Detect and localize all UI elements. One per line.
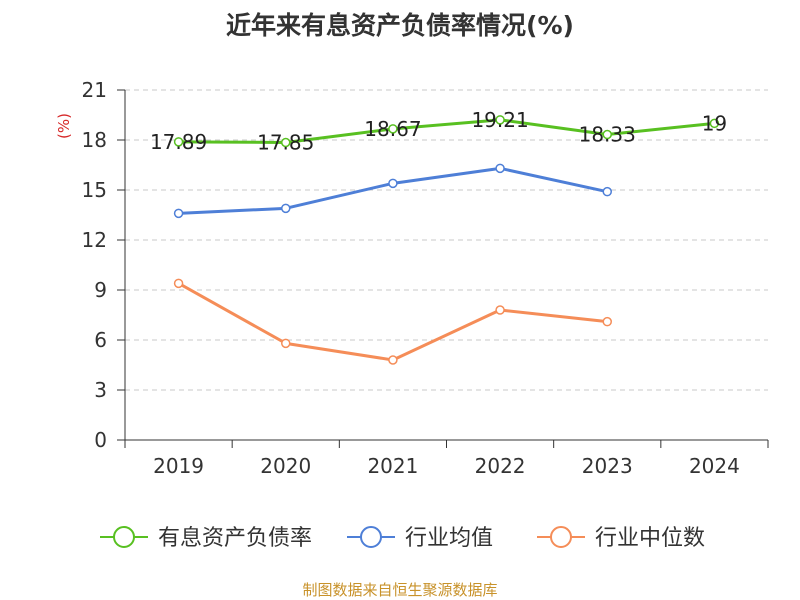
y-tick-label: 6 <box>94 328 107 352</box>
data-point <box>602 186 612 197</box>
data-label: 19.21 <box>471 108 528 132</box>
x-tick-label: 2021 <box>367 454 418 478</box>
data-source-note: 制图数据来自恒生聚源数据库 <box>302 581 498 599</box>
data-point <box>281 203 291 214</box>
data-label: 17.85 <box>257 131 314 155</box>
data-point <box>173 278 184 289</box>
x-tick-label: 2020 <box>260 454 311 478</box>
data-point <box>709 118 720 129</box>
legend-label: 行业均值 <box>405 526 493 551</box>
x-tick-label: 2019 <box>153 454 204 478</box>
x-tick-label: 2022 <box>475 454 526 478</box>
data-point <box>173 208 184 219</box>
series-line <box>177 282 608 362</box>
y-tick-label: 15 <box>82 178 107 202</box>
data-point <box>602 129 612 140</box>
y-axis-label: (%) <box>55 113 73 139</box>
legend-label: 有息资产负债率 <box>158 526 312 551</box>
y-tick-label: 21 <box>82 78 107 102</box>
line-chart: 0 3 6 9 12 15 18 21 2019 2020 2021 2022 2023 2024 (%) 1… <box>55 78 769 551</box>
legend-marker <box>360 526 382 548</box>
data-point <box>173 137 184 147</box>
legend-label: 行业中位数 <box>595 526 705 551</box>
data-label: 19 <box>702 111 727 135</box>
data-point <box>388 355 398 365</box>
y-tick-label: 9 <box>94 278 107 302</box>
legend-marker <box>550 526 572 548</box>
data-label: 17.89 <box>150 130 207 154</box>
data-point <box>495 163 505 174</box>
y-tick-label: 18 <box>82 128 107 152</box>
series-line <box>178 166 608 215</box>
data-point <box>388 124 398 134</box>
series-line <box>178 118 715 144</box>
data-label: 18.67 <box>364 117 421 141</box>
data-label: 18.33 <box>579 123 636 147</box>
data-point <box>495 305 505 315</box>
data-point <box>495 115 505 125</box>
x-tick-label: 2023 <box>582 454 633 478</box>
data-point <box>281 137 291 148</box>
data-point <box>281 338 291 349</box>
chart-title: 近年来有息资产负债率情况(%) <box>226 11 574 40</box>
y-tick-label: 0 <box>94 428 107 452</box>
legend-marker <box>113 526 135 548</box>
y-tick-label: 12 <box>82 228 107 252</box>
y-tick-label: 3 <box>94 378 107 402</box>
data-point <box>388 178 398 189</box>
data-point <box>602 316 612 327</box>
x-tick-label: 2024 <box>689 454 740 478</box>
